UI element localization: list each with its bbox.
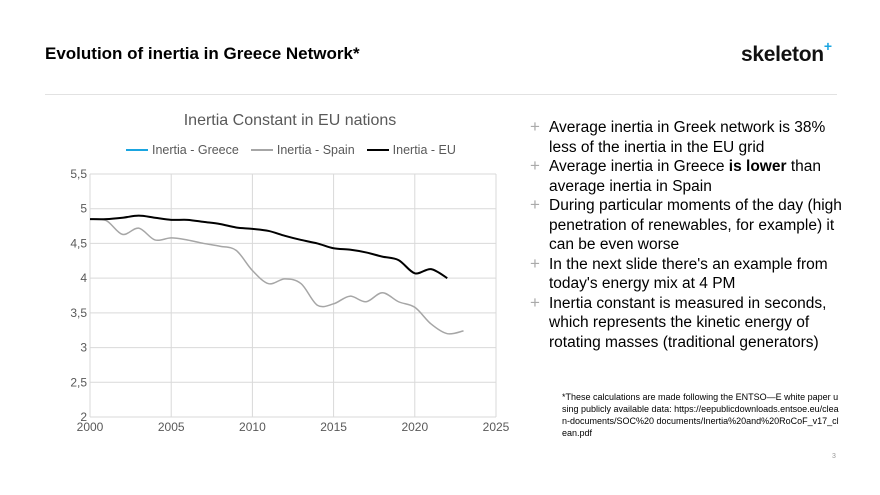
- bullet-text: Average inertia in Greek network is 38% …: [549, 119, 826, 156]
- plus-icon: +: [530, 117, 540, 136]
- bullet-text: than average inertia in Spain: [549, 158, 821, 195]
- series-line-inertia-eu: [89, 214, 448, 280]
- bullet-item: + Average inertia in Greece is lower than…: [530, 156, 850, 196]
- bullet-item: + Inertia constant is measured in seconds…: [530, 292, 850, 353]
- x-tick-label: 2000: [77, 420, 104, 434]
- logo-text: skeleton: [741, 43, 824, 66]
- bullet-text: In the next slide there's an example fro…: [549, 255, 828, 293]
- legend-label: Inertia - Greece: [152, 143, 239, 157]
- legend-item-spain: Inertia - Spain: [250, 143, 355, 157]
- bullet-bold-text: is lower: [728, 158, 787, 175]
- series-line-inertia-spain: [89, 218, 464, 335]
- y-tick-label: 2,5: [70, 375, 87, 389]
- page-number: 3: [832, 453, 836, 460]
- y-tick-label: 5: [80, 202, 87, 216]
- y-tick-label: 4,5: [70, 236, 87, 250]
- x-tick-label: 2010: [239, 420, 266, 434]
- y-tick-label: 3: [80, 341, 87, 355]
- legend-label: Inertia - Spain: [276, 143, 355, 157]
- chart-title: Inertia Constant in EU nations: [183, 112, 397, 129]
- y-tick-label: 4: [80, 271, 87, 285]
- chart-legend: Inertia - Greece Inertia - Spain Inertia…: [126, 143, 456, 157]
- bullet-text: Inertia constant is measured in seconds,…: [549, 294, 827, 351]
- y-tick-label: 2: [80, 410, 87, 424]
- x-tick-label: 2020: [401, 420, 428, 434]
- plus-icon: +: [530, 292, 540, 312]
- page-title: Evolution of inertia in Greece Network*: [45, 44, 360, 63]
- x-tick-label: 2025: [483, 420, 510, 434]
- legend-item-greece: Inertia - Greece: [126, 143, 239, 157]
- bullet-item: + Average inertia in Greek network is 38%…: [530, 117, 850, 157]
- legend-swatch: [366, 149, 389, 151]
- y-tick-label: 5,5: [70, 167, 87, 181]
- x-tick-label: 2005: [158, 420, 185, 434]
- legend-item-eu: Inertia - EU: [366, 143, 456, 157]
- footnote: *These calculations are made following t…: [562, 392, 839, 438]
- legend-swatch: [250, 149, 273, 151]
- skeleton-logo: skeleton+: [741, 38, 832, 67]
- y-tick-label: 3,5: [70, 306, 87, 320]
- bullet-item: + During particular moments of the day (h…: [530, 195, 850, 255]
- bullet-item: + In the next slide there's an example fr…: [530, 253, 850, 294]
- bullet-text: Average inertia in Greece: [549, 158, 729, 175]
- legend-swatch: [126, 149, 148, 151]
- plus-icon: +: [530, 156, 540, 175]
- bullet-text: During particular moments of the day (hi…: [549, 197, 842, 253]
- divider: [45, 94, 837, 95]
- legend-label: Inertia - EU: [392, 143, 456, 157]
- plus-icon: +: [530, 195, 540, 214]
- x-tick-label: 2015: [320, 420, 347, 434]
- logo-plus: +: [823, 38, 832, 54]
- bullet-list: + Average inertia in Greek network is 38%…: [530, 117, 850, 353]
- plus-icon: +: [530, 253, 540, 273]
